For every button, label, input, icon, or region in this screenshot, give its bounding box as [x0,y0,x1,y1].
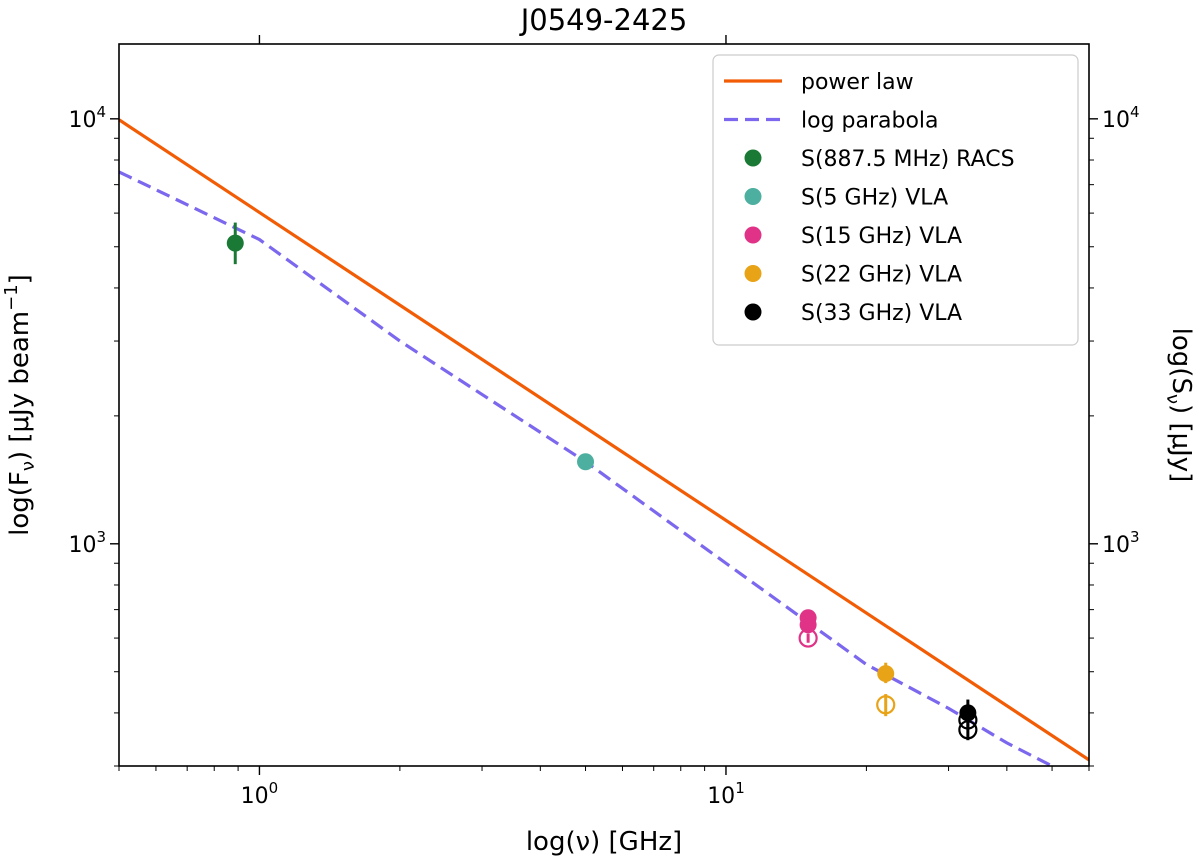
legend-label: S(15 GHz) VLA [801,224,962,249]
y-tick-label-left: 104 [68,103,106,133]
x-tick-label: 100 [241,779,279,809]
data-points [226,222,978,741]
data-point [226,234,244,252]
model-curves [119,118,1089,766]
log-parabola-curve [119,170,1053,766]
legend-label: S(33 GHz) VLA [801,301,962,326]
legend-label: power law [801,70,914,95]
legend-box [712,54,1079,346]
data-point [799,616,817,634]
y-tick-label-left: 103 [68,528,106,558]
x-axis-label: log(ν) [GHz] [526,827,682,857]
legend-label: log parabola [801,109,939,134]
power-law-curve [119,118,1089,762]
legend-label: S(887.5 MHz) RACS [801,147,1015,172]
chart-title: J0549-2425 [519,3,688,37]
data-point [877,665,895,683]
legend-marker [744,188,762,205]
y-axis-label-right: log(Sν) [μJy] [1162,328,1196,483]
data-point-open [958,720,978,740]
data-point-open [876,695,896,715]
legend-marker [744,303,762,321]
legend-marker [744,265,762,282]
legend-label: S(5 GHz) VLA [801,186,948,211]
y-tick-label-right: 104 [1102,103,1140,133]
y-axis-label-left: log(Fν) [μJy beam−1] [1,274,39,536]
legend-label: S(22 GHz) VLA [801,263,962,288]
plot-frame [118,43,1090,767]
data-point [577,453,595,471]
legend-marker [744,149,762,167]
y-tick-label-right: 103 [1102,528,1140,558]
tick-layer: 100 101 103 103 104 104 [68,35,1140,809]
data-point-open [798,628,818,648]
legend: power law log parabola S(887.5 MHz) RACS S(… [712,54,1079,346]
x-tick-label: 101 [707,779,745,809]
legend-marker [744,226,762,244]
